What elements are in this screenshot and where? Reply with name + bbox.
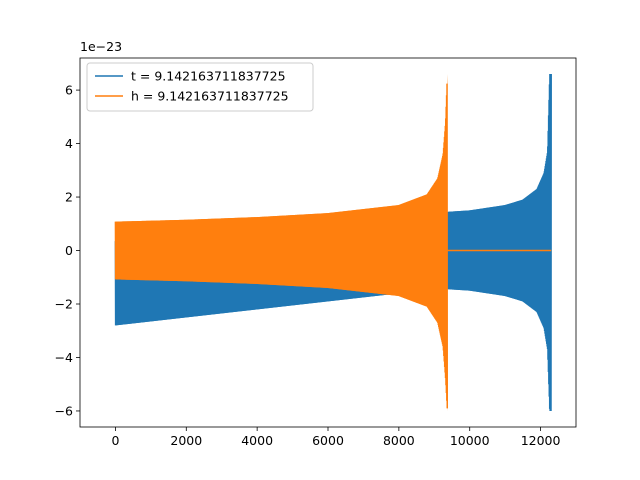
legend-label: t = 9.142163711837725 — [131, 69, 286, 84]
y-tick-label: 4 — [65, 136, 73, 151]
y-tick-label: −6 — [55, 403, 73, 418]
x-tick-label: 12000 — [521, 433, 561, 448]
legend-box — [86, 62, 314, 112]
x-tick-label: 2000 — [170, 433, 202, 448]
series-layer — [114, 74, 552, 411]
x-tick-label: 4000 — [241, 433, 273, 448]
series-line — [114, 83, 448, 409]
x-tick-label: 0 — [111, 433, 119, 448]
legend: t = 9.142163711837725 h = 9.1421637118377… — [86, 62, 314, 112]
x-tick-label: 10000 — [450, 433, 490, 448]
y-offset-label: 1e−23 — [80, 39, 122, 54]
y-tick-label: −4 — [55, 350, 73, 365]
x-axis: 0 2000 4000 6000 8000 10000 12000 — [111, 427, 561, 448]
y-axis: −6 −4 −2 0 2 4 6 — [55, 83, 80, 418]
x-tick-label: 6000 — [312, 433, 344, 448]
y-tick-label: 2 — [65, 190, 73, 205]
y-tick-label: 0 — [65, 243, 73, 258]
legend-label: h = 9.142163711837725 — [131, 89, 289, 104]
y-tick-label: 6 — [65, 83, 73, 98]
x-tick-label: 8000 — [383, 433, 415, 448]
series-h — [114, 74, 552, 411]
y-tick-label: −2 — [55, 297, 73, 312]
